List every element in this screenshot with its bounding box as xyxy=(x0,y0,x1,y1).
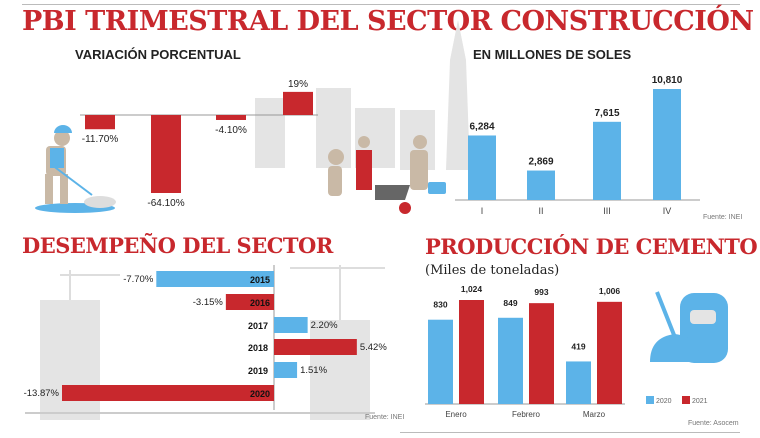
data-label: -13.87% xyxy=(24,388,60,399)
variacion-title: VARIACIÓN PORCENTUAL xyxy=(75,47,241,62)
data-label: 19% xyxy=(288,79,308,90)
data-label: 2.20% xyxy=(311,320,338,331)
bar-Enero-2021 xyxy=(459,300,484,404)
top-divider xyxy=(22,4,740,5)
cemento-title: PRODUCCIÓN DE CEMENTO xyxy=(425,234,758,259)
data-label: 830 xyxy=(433,300,447,310)
tick-label: Marzo xyxy=(583,410,606,419)
data-label: -11.70% xyxy=(82,134,119,145)
year-label: 2020 xyxy=(250,389,270,399)
bar-II xyxy=(527,170,555,200)
bottom-divider xyxy=(400,432,740,433)
data-label: 993 xyxy=(534,287,548,297)
bar-2017 xyxy=(274,317,308,333)
data-label: 849 xyxy=(503,298,517,308)
desempeno-source: Fuente: INEI xyxy=(365,414,405,421)
year-label: 2018 xyxy=(248,343,268,353)
data-label: 2,869 xyxy=(528,157,553,168)
buildings-illustration xyxy=(25,20,470,420)
bar-2018 xyxy=(274,339,357,355)
bar-Enero-2020 xyxy=(428,319,453,404)
legend-label: 2020 xyxy=(656,398,672,405)
legend-label: 2021 xyxy=(692,398,708,405)
data-label: 6,284 xyxy=(469,121,494,132)
desempeno-title: DESEMPEÑO DEL SECTOR xyxy=(22,233,333,258)
data-label: -4.10% xyxy=(215,125,247,136)
bar-2020 xyxy=(62,385,274,401)
legend-swatch-2020 xyxy=(646,396,654,404)
year-label: 2016 xyxy=(250,298,270,308)
tick-label: Enero xyxy=(445,410,467,419)
millones-source: Fuente: INEI xyxy=(703,214,743,221)
data-label: 1.51% xyxy=(300,365,327,376)
bar-IV xyxy=(283,91,313,115)
bar-III xyxy=(593,121,621,200)
data-label: 1,006 xyxy=(599,286,621,296)
data-label: -3.15% xyxy=(193,297,224,308)
tick-label: II xyxy=(538,206,543,216)
data-label: 5.42% xyxy=(360,342,387,353)
data-label: 419 xyxy=(571,341,585,351)
bar-I xyxy=(85,115,115,130)
data-label: -64.10% xyxy=(147,198,184,209)
millones-title: EN MILLONES DE SOLES xyxy=(473,47,632,62)
data-label: -7.70% xyxy=(123,274,154,285)
bar-Marzo-2020 xyxy=(566,361,591,404)
year-label: 2017 xyxy=(248,321,268,331)
bar-Febrero-2020 xyxy=(498,317,523,404)
tick-label: I xyxy=(481,206,484,216)
data-label: 1,024 xyxy=(461,284,483,294)
tick-label: IV xyxy=(663,206,672,216)
cement-bag-illustration xyxy=(650,291,728,363)
worker-shovel-illustration xyxy=(35,125,116,213)
data-label: 7,615 xyxy=(594,108,619,119)
data-label: 10,810 xyxy=(652,75,683,86)
cemento-subtitle: (Miles de toneladas) xyxy=(425,263,560,278)
tick-label: III xyxy=(603,206,611,216)
cemento-source: Fuente: Asocem xyxy=(688,420,739,427)
tick-label: Febrero xyxy=(512,410,541,419)
bar-IV xyxy=(653,89,681,200)
bar-Marzo-2021 xyxy=(597,301,622,404)
bar-2015 xyxy=(156,271,274,287)
bar-2016 xyxy=(225,294,274,310)
workers-wheelbarrow-illustration xyxy=(328,135,446,214)
bar-III xyxy=(216,115,246,120)
year-label: 2019 xyxy=(248,366,268,376)
bar-II xyxy=(151,115,181,193)
page-title: PBI TRIMESTRAL DEL SECTOR CONSTRUCCIÓN -… xyxy=(22,6,760,37)
legend-swatch-2021 xyxy=(682,396,690,404)
bar-2019 xyxy=(274,362,298,378)
bar-I xyxy=(468,135,496,200)
year-label: 2015 xyxy=(250,275,270,285)
bar-Febrero-2021 xyxy=(529,303,554,404)
